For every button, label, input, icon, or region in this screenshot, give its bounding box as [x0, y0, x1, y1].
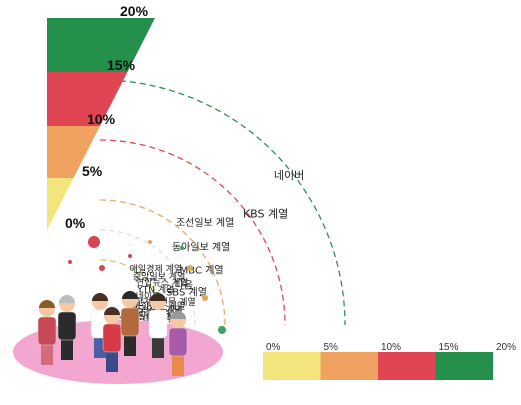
person-legs	[172, 352, 184, 376]
person-hair	[122, 291, 138, 299]
funnel-band-20pct	[47, 18, 155, 72]
decoration-dot	[128, 254, 132, 258]
decoration-dot	[180, 246, 184, 250]
category-label: 네이트	[136, 291, 161, 302]
ring-inner	[99, 229, 196, 326]
funnel-tick-label: 0%	[65, 215, 86, 231]
bottom-scale-bar: 0% 5% 10% 15% 20%	[263, 342, 516, 380]
category-label: MBC 계열	[180, 264, 224, 276]
category-label: 조선일보 계열	[176, 217, 234, 229]
person-body	[37, 316, 57, 346]
funnel-band-5pct	[47, 178, 74, 230]
category-label: KBS 계열	[243, 207, 288, 220]
category-label: 다음	[175, 280, 193, 292]
person-body	[120, 307, 140, 337]
person-hair	[104, 307, 120, 315]
scale-bar-tick-label: 10%	[381, 342, 401, 353]
person-hair	[39, 300, 55, 308]
decoration-dots	[68, 236, 226, 334]
scale-bar-tick-label: 20%	[496, 342, 516, 353]
decoration-dot	[68, 260, 72, 264]
person-legs	[152, 334, 164, 358]
person-legs	[124, 332, 136, 356]
decoration-dot	[88, 236, 100, 248]
ring-layer	[99, 79, 346, 326]
person-legs	[106, 348, 118, 372]
category-label: 연합뉴스 계열	[136, 277, 189, 289]
ring-20pct	[99, 79, 346, 326]
funnel-tick-label: 10%	[87, 111, 116, 127]
decoration-dot	[148, 240, 152, 244]
funnel-scale: 20% 15% 10% 5% 0%	[47, 3, 155, 231]
decoration-dot	[99, 265, 105, 271]
scale-bar-tick-label: 5%	[324, 342, 339, 353]
person-body	[168, 327, 188, 357]
scale-bar-tick-label: 0%	[266, 342, 281, 353]
category-label: 머니투데이 계열	[120, 313, 174, 323]
funnel-tick-label: 5%	[82, 163, 103, 179]
category-label: 국민일보 계열	[124, 311, 171, 321]
decoration-dot	[202, 295, 208, 301]
person-hair	[92, 293, 108, 301]
scale-bar-segment	[263, 352, 321, 380]
category-label: 중앙일보 계열	[133, 271, 186, 283]
ring-15pct	[99, 139, 286, 326]
crowd-illustration	[13, 291, 223, 384]
decoration-dot	[218, 326, 226, 334]
category-label: 매일경제 계열	[130, 263, 183, 275]
category-label: SBS 계열	[166, 287, 207, 299]
ring-5pct	[99, 259, 166, 326]
funnel-tick-label: 15%	[107, 57, 136, 73]
scale-bar-segment	[320, 352, 378, 380]
person-body	[148, 309, 168, 339]
person-hair	[170, 311, 186, 319]
person-hair	[59, 295, 75, 303]
category-label: 네이버	[274, 169, 304, 182]
scale-bar-segment	[378, 352, 436, 380]
decoration-dot	[187, 265, 193, 271]
person-legs	[61, 336, 73, 360]
scale-bar-tick-label: 15%	[439, 342, 459, 353]
person-body	[57, 311, 77, 341]
funnel-band-15pct	[47, 72, 128, 126]
scale-bar-segment	[435, 352, 493, 380]
category-label: YTN 계열	[136, 284, 174, 296]
person-body	[102, 323, 122, 353]
funnel-band-10pct	[47, 126, 100, 178]
funnel-tick-label: 20%	[120, 3, 149, 19]
category-label: 동아일보 계열	[172, 242, 230, 254]
person-hair	[150, 293, 166, 301]
person-legs	[41, 341, 53, 365]
